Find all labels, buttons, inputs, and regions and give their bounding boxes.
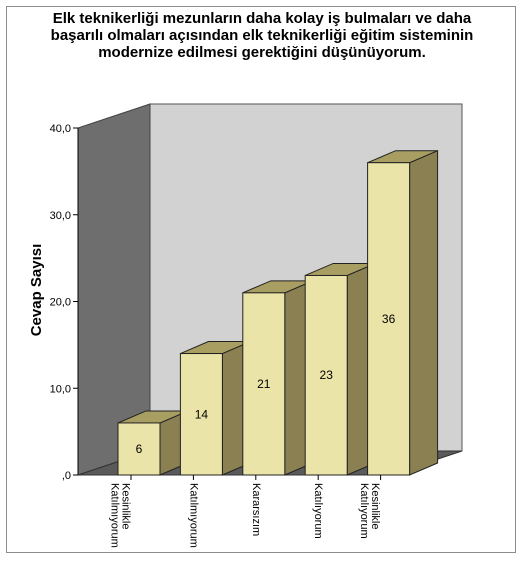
bar-front: [242, 292, 286, 476]
x-tick-label-line: Kesinlikle: [369, 483, 381, 529]
bar: 36: [367, 149, 439, 476]
x-tick-label-line: Katılmıyorum: [109, 483, 121, 548]
y-tick-label: 40,0: [50, 123, 71, 135]
bar-front: [179, 353, 223, 476]
data-label: 23: [320, 368, 334, 382]
y-tick-label: 30,0: [50, 210, 71, 222]
x-axis: KesinlikleKatılmıyorum Katılmıyorum Karars…: [109, 475, 382, 548]
y-tick-label: ,0: [62, 470, 71, 482]
bar-front: [117, 422, 161, 476]
y-tick-label: 20,0: [50, 297, 71, 309]
y-axis: ,0 10,0 20,0 30,0 40,0: [50, 123, 79, 482]
x-tick-label: Katılıyorum: [312, 483, 324, 539]
bar-front: [367, 162, 411, 476]
y-axis-label: Cevap Sayısı: [28, 244, 45, 337]
x-tick-label-line: Kararsızım: [250, 483, 262, 536]
bar-side: [409, 149, 439, 476]
x-tick-label: Kararsızım: [250, 483, 262, 536]
bars: 6 14 21 23 36: [117, 149, 439, 476]
bar: 23: [304, 262, 376, 476]
x-tick-label-line: Kesinlikle: [120, 483, 132, 529]
x-tick-label: KesinlikleKatılıyorum: [358, 483, 381, 539]
data-label: 6: [136, 442, 143, 456]
x-tick-label-line: Katılıyorum: [358, 483, 370, 539]
chart-title: Elk teknikerliği mezunların daha kolay i…: [50, 10, 474, 61]
x-tick-label: Katılmıyorum: [187, 483, 199, 548]
x-tick-label-line: Katılıyorum: [312, 483, 324, 539]
bar: 14: [179, 340, 251, 476]
x-tick-label: KesinlikleKatılmıyorum: [109, 483, 132, 548]
bar: 21: [242, 280, 314, 476]
data-label: 14: [195, 407, 209, 421]
y-tick-label: 10,0: [50, 383, 71, 395]
data-label: 21: [257, 377, 271, 391]
bar: 6: [117, 410, 189, 476]
bar-front: [304, 274, 348, 476]
x-tick-label-line: Katılmıyorum: [187, 483, 199, 548]
data-label: 36: [382, 312, 396, 326]
